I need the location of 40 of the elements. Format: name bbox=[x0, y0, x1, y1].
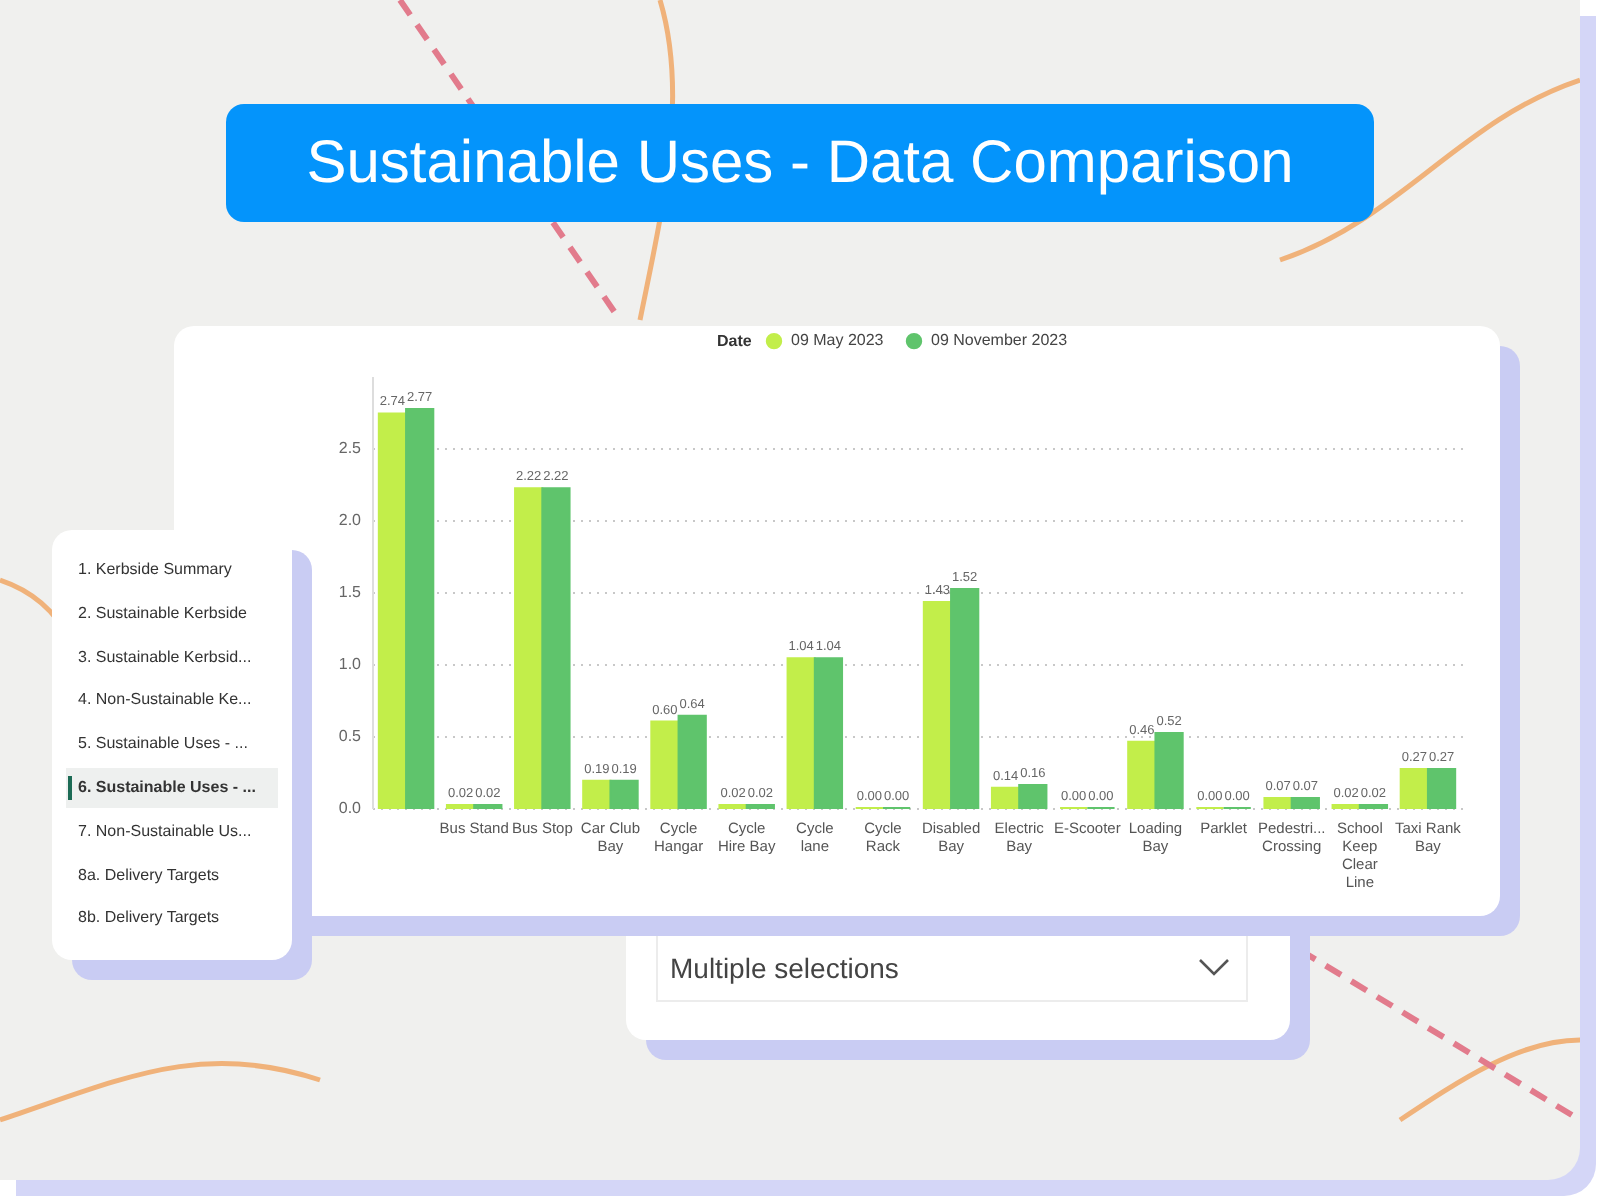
y-tick-label: 2.5 bbox=[338, 439, 363, 457]
bar bbox=[950, 588, 980, 809]
y-tick-label: 2.0 bbox=[338, 511, 363, 529]
bar bbox=[609, 779, 639, 809]
text: 5. Sustainable Uses - ... bbox=[78, 734, 248, 753]
legend-label: 09 November 2023 bbox=[931, 331, 1069, 350]
text: 8a. Delivery Targets bbox=[78, 865, 220, 884]
bar bbox=[1127, 740, 1157, 809]
text: Multiple selections bbox=[670, 952, 899, 984]
bar bbox=[813, 657, 844, 809]
bar bbox=[514, 487, 544, 809]
bar bbox=[405, 408, 435, 809]
bar bbox=[582, 779, 612, 809]
legend-title: Date bbox=[717, 332, 753, 350]
bar bbox=[1399, 768, 1429, 809]
chart-title: Sustainable Uses - Data Comparison bbox=[226, 104, 1374, 222]
text: 7. Non-Sustainable Us... bbox=[78, 821, 252, 840]
y-tick-label: 0.0 bbox=[338, 799, 363, 817]
y-tick-label: 0.5 bbox=[338, 727, 363, 745]
bar bbox=[1263, 796, 1293, 809]
text: 8b. Delivery Targets bbox=[78, 908, 220, 927]
text: 1. Kerbside Summary bbox=[78, 560, 232, 578]
text: 3. Sustainable Kerbsid... bbox=[78, 647, 252, 666]
bar bbox=[1426, 768, 1457, 809]
bar bbox=[377, 412, 408, 809]
text: 4. Non-Sustainable Ke... bbox=[78, 690, 252, 709]
bar bbox=[541, 487, 571, 809]
bar bbox=[990, 786, 1021, 809]
text: 2. Sustainable Kerbside bbox=[78, 603, 247, 622]
bar bbox=[1154, 732, 1184, 809]
text: 6. Sustainable Uses - ... bbox=[78, 778, 256, 796]
bar bbox=[922, 601, 953, 809]
legend-label: 09 May 2023 bbox=[791, 331, 885, 350]
bar bbox=[1290, 796, 1320, 809]
y-tick-label: 1.5 bbox=[338, 583, 363, 601]
bar bbox=[677, 714, 707, 809]
bar bbox=[1018, 783, 1048, 809]
bar bbox=[786, 657, 816, 809]
bar bbox=[650, 720, 680, 809]
y-tick-label: 1.0 bbox=[338, 655, 363, 673]
